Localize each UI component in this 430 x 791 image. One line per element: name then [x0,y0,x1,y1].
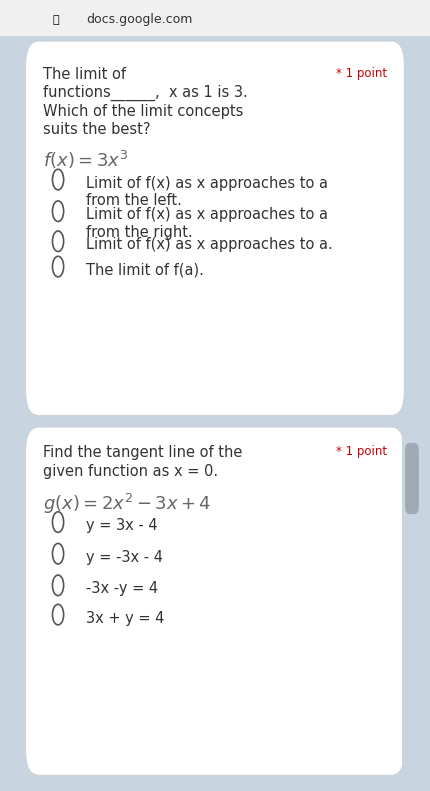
Text: * 1 point: * 1 point [336,445,387,458]
Text: functions______,  x as 1 is 3.: functions______, x as 1 is 3. [43,85,248,100]
Text: The limit of: The limit of [43,67,126,82]
Circle shape [52,543,64,564]
FancyBboxPatch shape [26,41,404,415]
Circle shape [52,512,64,532]
Text: The limit of f(a).: The limit of f(a). [86,263,204,278]
FancyBboxPatch shape [402,427,421,775]
Text: Which of the limit concepts: Which of the limit concepts [43,104,243,119]
FancyBboxPatch shape [26,427,404,775]
Text: docs.google.com: docs.google.com [86,13,192,26]
Text: y = 3x - 4: y = 3x - 4 [86,518,158,533]
Text: 3x + y = 4: 3x + y = 4 [86,611,164,626]
Circle shape [52,604,64,625]
Text: from the right.: from the right. [86,225,193,240]
Text: Limit of f(x) as x approaches to a: Limit of f(x) as x approaches to a [86,207,328,222]
Circle shape [52,575,64,596]
Text: -3x -y = 4: -3x -y = 4 [86,581,158,596]
Text: Find the tangent line of the: Find the tangent line of the [43,445,243,460]
Text: 🔒: 🔒 [52,15,59,25]
Circle shape [52,256,64,277]
FancyBboxPatch shape [405,443,419,514]
Text: * 1 point: * 1 point [336,67,387,80]
Circle shape [52,169,64,190]
Text: y = -3x - 4: y = -3x - 4 [86,550,163,565]
Text: Limit of f(x) as x approaches to a: Limit of f(x) as x approaches to a [86,176,328,191]
Text: Limit of f(x) as x approaches to a.: Limit of f(x) as x approaches to a. [86,237,333,252]
Text: suits the best?: suits the best? [43,122,150,137]
FancyBboxPatch shape [0,0,430,36]
Text: from the left.: from the left. [86,193,182,208]
Text: $f(x) = 3x^3$: $f(x) = 3x^3$ [43,149,128,171]
Circle shape [52,201,64,221]
Text: $g(x) = 2x^2 - 3x + 4$: $g(x) = 2x^2 - 3x + 4$ [43,492,212,516]
Text: given function as x = 0.: given function as x = 0. [43,464,218,479]
Circle shape [52,231,64,252]
